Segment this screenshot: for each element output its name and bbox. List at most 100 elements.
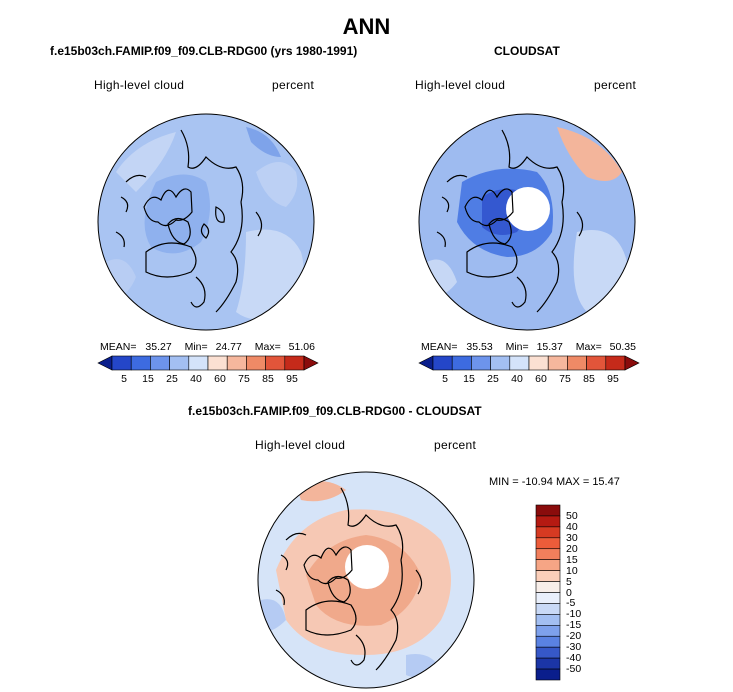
diff-colorbar-tick-label: 5: [566, 575, 572, 588]
model-colorbar-swatch: [130, 355, 151, 371]
model-colorbar-tick-label: 25: [166, 373, 178, 385]
obs-variable-label: High-level cloud: [415, 78, 506, 92]
diff-colorbar-tick-label: 15: [566, 553, 578, 566]
diff-colorbar-tick-label: 50: [566, 509, 578, 522]
model-colorbar-tick-label: 40: [190, 373, 202, 385]
obs-max-label: Max=: [575, 341, 602, 353]
model-mean-value: 35.27: [145, 341, 172, 353]
diff-colorbar-tick-label: -20: [566, 630, 582, 643]
diff-colorbar-tick-label: 40: [566, 520, 578, 533]
obs-panel-heading: CLOUDSAT: [494, 44, 560, 58]
model-max-label: Max=: [254, 341, 281, 353]
obs-colorbar-swatch: [605, 355, 626, 371]
model-colorbar-ticks: 5 15 25 40 60 75 85 95: [98, 373, 318, 387]
model-min-value: 24.77: [215, 341, 242, 353]
model-colorbar-tick-label: 15: [142, 373, 154, 385]
diff-colorbar-tick-label: 20: [566, 542, 578, 555]
model-polar-map: [97, 113, 315, 331]
diff-polar-map: [257, 471, 475, 689]
obs-colorbar-tick-label: 15: [463, 373, 475, 385]
model-colorbar-swatch: [207, 355, 228, 371]
diff-colorbar-swatch: [535, 614, 561, 626]
obs-colorbar-swatch: [528, 355, 549, 371]
diff-colorbar-tick-label: -15: [566, 619, 582, 632]
diff-colorbar-swatch: [535, 526, 561, 539]
diff-unit-label: percent: [434, 438, 477, 452]
obs-colorbar-swatch: [586, 355, 607, 371]
obs-stats: MEAN= 35.53 Min= 15.37 Max= 50.35: [421, 341, 636, 353]
obs-colorbar-swatch: [432, 355, 453, 371]
model-colorbar-tick-label: 85: [262, 373, 274, 385]
obs-unit-label: percent: [594, 78, 637, 92]
diff-colorbar-swatch: [535, 548, 561, 560]
model-colorbar-tick-label: 75: [238, 373, 250, 385]
diff-colorbar-tick-label: 30: [566, 531, 578, 544]
model-colorbar-tick-label: 60: [214, 373, 226, 385]
model-colorbar-swatch: [111, 355, 132, 371]
obs-polar-map: [418, 113, 636, 331]
obs-colorbar-swatch: [418, 355, 434, 371]
obs-colorbar-swatch: [471, 355, 491, 371]
obs-colorbar-swatch: [509, 355, 530, 371]
obs-colorbar-tick-label: 40: [511, 373, 523, 385]
model-colorbar-swatch: [97, 355, 113, 371]
diff-panel-heading: f.e15b03ch.FAMIP.f09_f09.CLB-RDG00 - CLO…: [188, 404, 482, 418]
model-colorbar: [97, 355, 319, 371]
diff-colorbar-swatch: [535, 646, 561, 659]
obs-colorbar-tick-label: 5: [442, 373, 448, 385]
diff-colorbar-swatch: [535, 504, 561, 517]
diff-colorbar-tick-label: -40: [566, 652, 582, 665]
diff-colorbar-swatch: [535, 537, 561, 550]
obs-max-value: 50.35: [609, 341, 636, 353]
obs-colorbar-swatch: [547, 355, 568, 371]
model-variable-label: High-level cloud: [94, 78, 185, 92]
model-panel-heading: f.e15b03ch.FAMIP.f09_f09.CLB-RDG00 (yrs …: [50, 44, 358, 58]
obs-colorbar-swatch: [490, 355, 511, 371]
obs-min-value: 15.37: [536, 341, 563, 353]
obs-colorbar-swatch: [624, 355, 640, 371]
obs-colorbar-swatch: [451, 355, 472, 371]
model-stats: MEAN= 35.27 Min= 24.77 Max= 51.06: [100, 341, 315, 353]
model-colorbar-swatch: [284, 355, 305, 371]
diff-colorbar-swatch: [535, 515, 561, 528]
obs-colorbar-swatch: [567, 355, 587, 371]
obs-mean-value: 35.53: [466, 341, 493, 353]
obs-colorbar-ticks: 5 15 25 40 60 75 85 95: [419, 373, 639, 387]
obs-min-label: Min=: [505, 341, 529, 353]
diff-variable-label: High-level cloud: [255, 438, 346, 452]
diff-colorbar-tick-label: -50: [566, 663, 582, 676]
diff-colorbar-swatch: [535, 581, 561, 593]
obs-mean-label: MEAN=: [421, 341, 458, 353]
diff-colorbar-swatch: [535, 603, 561, 615]
obs-colorbar-tick-label: 60: [535, 373, 547, 385]
diff-colorbar-swatch: [535, 625, 561, 637]
obs-colorbar: [418, 355, 640, 371]
diff-colorbar: [535, 504, 561, 681]
diff-colorbar-swatch: [535, 592, 561, 604]
diff-colorbar-tick-label: 0: [566, 586, 572, 599]
obs-colorbar-tick-label: 25: [487, 373, 499, 385]
diff-colorbar-ticks: 50 40 30 20 15 10 5 0 -5 -10 -15 -20 -30 -40 -50: [566, 505, 606, 680]
model-min-label: Min=: [184, 341, 208, 353]
diff-colorbar-tick-label: -30: [566, 641, 582, 654]
obs-colorbar-tick-label: 85: [583, 373, 595, 385]
diff-colorbar-tick-label: -5: [566, 597, 576, 610]
model-colorbar-tick-label: 95: [286, 373, 298, 385]
model-colorbar-swatch: [246, 355, 266, 371]
model-colorbar-swatch: [150, 355, 170, 371]
obs-colorbar-tick-label: 75: [559, 373, 571, 385]
diff-colorbar-tick-label: 10: [566, 564, 578, 577]
model-mean-label: MEAN=: [100, 341, 137, 353]
model-max-value: 51.06: [288, 341, 315, 353]
figure-title: ANN: [342, 14, 391, 39]
model-unit-label: percent: [272, 78, 315, 92]
diff-colorbar-swatch: [535, 657, 561, 670]
obs-colorbar-tick-label: 95: [607, 373, 619, 385]
diff-minmax: MIN = -10.94 MAX = 15.47: [489, 476, 620, 488]
diff-colorbar-swatch: [535, 570, 561, 582]
model-colorbar-swatch: [265, 355, 286, 371]
diff-colorbar-swatch: [535, 559, 561, 571]
model-colorbar-swatch: [169, 355, 190, 371]
model-colorbar-tick-label: 5: [121, 373, 127, 385]
model-colorbar-swatch: [226, 355, 247, 371]
